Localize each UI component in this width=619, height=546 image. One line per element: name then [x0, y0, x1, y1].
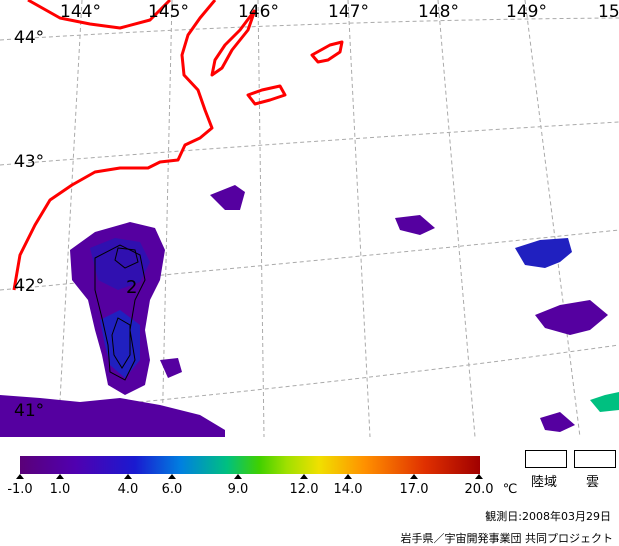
- lon-label-147: 147°: [328, 2, 369, 22]
- lat-label-42: 42°: [14, 276, 45, 296]
- sea-surface-temperature-map: 2 144° 145° 146° 147° 148° 149° 15 44° 4…: [0, 0, 619, 437]
- lon-line-149: [524, 0, 581, 437]
- coast-island-1: [246, 84, 287, 106]
- graticule: [0, 0, 619, 437]
- colorbar-tick: [168, 474, 176, 479]
- colorbar-tick-label: 6.0: [161, 482, 183, 497]
- patch-1: [210, 185, 245, 210]
- colorbar-tick-label: 17.0: [399, 482, 429, 497]
- land-legend-label: 陸域: [531, 475, 558, 490]
- colorbar-tick-label: 20.0: [464, 482, 494, 497]
- lon-line-147: [347, 0, 371, 437]
- colorbar-unit: ℃: [502, 482, 518, 497]
- lon-label-149: 149°: [506, 2, 547, 22]
- contour-outer: [94, 244, 146, 381]
- cold-region-east: [535, 300, 608, 335]
- patch-3: [160, 358, 182, 378]
- contour-label: 2: [126, 277, 137, 298]
- coast-kunashiri: [210, 9, 257, 77]
- colorbar-tick: [300, 474, 308, 479]
- lon-label-145: 145°: [148, 2, 189, 22]
- colorbar-tick: [16, 474, 24, 479]
- contour-inner-north: [114, 247, 139, 269]
- coastline: [12, 0, 344, 291]
- coast-island-2: [310, 40, 344, 64]
- land-legend-swatch: [525, 450, 567, 468]
- patch-4: [540, 412, 575, 432]
- colorbar-tick: [234, 474, 242, 479]
- colorbar-tick-label: 4.0: [117, 482, 139, 497]
- credit-text: 岩手県／宇宙開発事業団 共同プロジェクト: [400, 532, 614, 545]
- contour-inner-south: [111, 317, 131, 369]
- lat-line-44: [0, 17, 619, 41]
- lon-label-148: 148°: [418, 2, 459, 22]
- lon-label-150: 15: [598, 2, 619, 22]
- lon-label-146: 146°: [238, 2, 279, 22]
- lon-line-144: [57, 0, 83, 437]
- warm-patch-east: [590, 392, 619, 412]
- colorbar-tick: [344, 474, 352, 479]
- cloud-legend-swatch: [574, 450, 616, 468]
- lon-line-148: [437, 0, 476, 437]
- sst-regions: [0, 185, 619, 437]
- colorbar-tick: [56, 474, 64, 479]
- colorbar-tick: [124, 474, 132, 479]
- lat-line-43: [0, 121, 619, 166]
- lat-label-41: 41°: [14, 401, 45, 421]
- lon-line-146: [257, 0, 265, 437]
- colorbar-tick: [410, 474, 418, 479]
- temperature-colorbar: [20, 456, 480, 474]
- coast-hokkaido: [12, 0, 217, 291]
- patch-2: [395, 215, 435, 235]
- coast-north: [27, 0, 172, 30]
- lat-label-43: 43°: [14, 152, 45, 172]
- observation-date: 観測日:2008年03月29日: [485, 510, 611, 523]
- colorbar-tick-label: 14.0: [333, 482, 363, 497]
- cold-region-bottom: [0, 395, 225, 437]
- cool-region-east: [515, 238, 572, 268]
- map-canvas: 2: [0, 0, 619, 437]
- contours: [94, 244, 146, 381]
- colorbar-tick: [475, 474, 483, 479]
- cloud-legend-label: 雲: [586, 475, 600, 490]
- lon-label-144: 144°: [60, 2, 101, 22]
- colorbar-tick-label: -1.0: [7, 482, 33, 497]
- colorbar-tick-label: 12.0: [289, 482, 319, 497]
- lat-label-44: 44°: [14, 28, 45, 48]
- colorbar-tick-label: 9.0: [227, 482, 249, 497]
- colorbar-tick-label: 1.0: [49, 482, 71, 497]
